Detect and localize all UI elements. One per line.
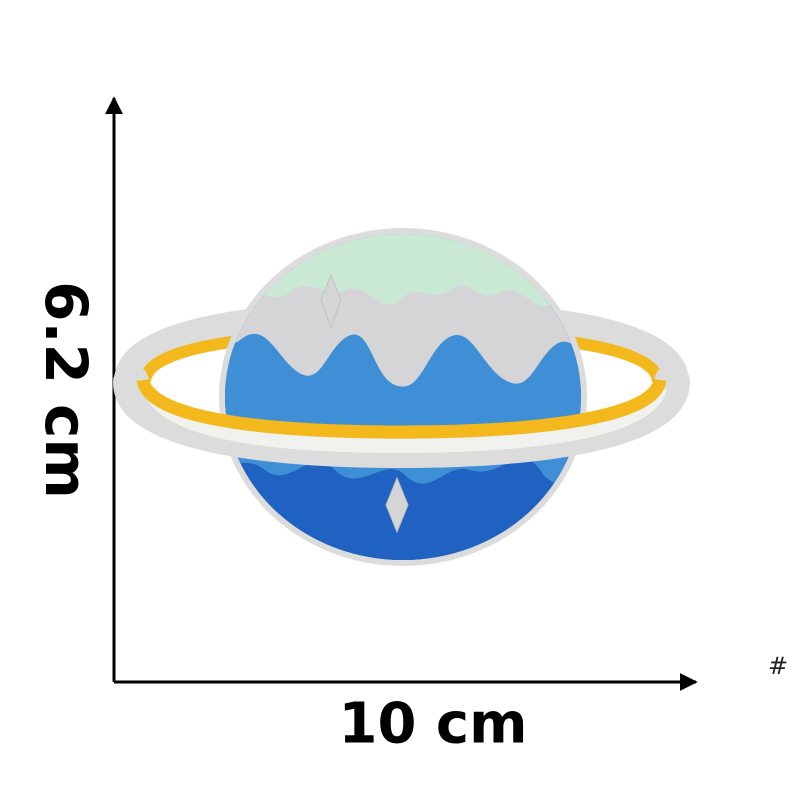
- ring-front-light: [143, 385, 667, 454]
- height-dimension-label: 6.2 cm: [32, 281, 100, 499]
- planet-patch: [113, 228, 690, 566]
- planet-body: [225, 234, 581, 560]
- corner-mark: #: [768, 652, 789, 680]
- ring-front-yellow: [136, 378, 667, 439]
- width-dimension-label: 10 cm: [338, 691, 528, 757]
